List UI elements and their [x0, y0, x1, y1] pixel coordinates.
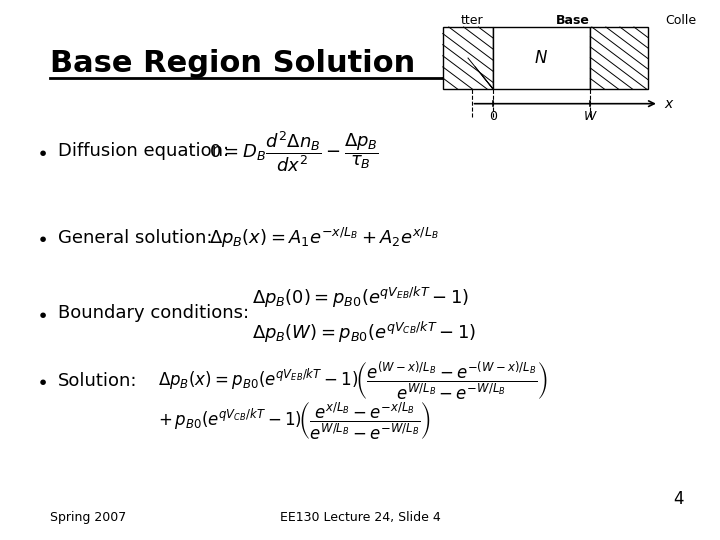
Text: $0$: $0$	[489, 110, 498, 123]
Text: Spring 2007: Spring 2007	[50, 511, 127, 524]
Bar	[493, 27, 590, 89]
Text: General solution:: General solution:	[58, 228, 212, 247]
Text: Diffusion equation:: Diffusion equation:	[58, 142, 229, 160]
Text: $\Delta p_B(0) = p_{B0}(e^{qV_{EB}/kT} - 1)$: $\Delta p_B(0) = p_{B0}(e^{qV_{EB}/kT} -…	[252, 285, 469, 309]
Text: $\bullet$: $\bullet$	[36, 303, 47, 323]
Text: $\Delta p_B(x) = p_{B0}(e^{qV_{EB}/kT} - 1)\!\left(\dfrac{e^{(W-x)/L_B} - e^{-(W: $\Delta p_B(x) = p_{B0}(e^{qV_{EB}/kT} -…	[158, 360, 549, 402]
Text: $W$: $W$	[583, 110, 598, 123]
Text: EE130 Lecture 24, Slide 4: EE130 Lecture 24, Slide 4	[279, 511, 441, 524]
Text: $\Delta p_B(W) = p_{B0}(e^{qV_{CB}/kT} - 1)$: $\Delta p_B(W) = p_{B0}(e^{qV_{CB}/kT} -…	[252, 320, 476, 345]
Text: $x$: $x$	[664, 97, 675, 111]
Text: Colle: Colle	[665, 14, 696, 26]
Text: Boundary conditions:: Boundary conditions:	[58, 304, 248, 322]
Text: $+ \, p_{B0}(e^{qV_{CB}/kT} - 1)\!\left(\dfrac{e^{x/L_B} - e^{-x/L_B}}{e^{W/L_B}: $+ \, p_{B0}(e^{qV_{CB}/kT} - 1)\!\left(…	[158, 401, 431, 442]
Text: $0 = D_B \dfrac{d^2\Delta n_B}{dx^2} - \dfrac{\Delta p_B}{\tau_B}$: $0 = D_B \dfrac{d^2\Delta n_B}{dx^2} - \…	[209, 129, 379, 174]
Text: $\bullet$: $\bullet$	[36, 141, 47, 161]
Text: $\Delta p_B(x) = A_1 e^{-x/L_B} + A_2 e^{x/L_B}$: $\Delta p_B(x) = A_1 e^{-x/L_B} + A_2 e^…	[209, 226, 438, 249]
Text: $N$: $N$	[534, 49, 549, 67]
Text: Solution:: Solution:	[58, 372, 137, 390]
Text: Base: Base	[555, 14, 590, 26]
Bar	[443, 27, 493, 89]
Text: 4: 4	[673, 490, 684, 508]
Text: $\bullet$: $\bullet$	[36, 228, 47, 247]
Text: tter: tter	[460, 14, 483, 26]
Bar	[590, 27, 648, 89]
Text: Base Region Solution: Base Region Solution	[50, 49, 415, 78]
Text: $\bullet$: $\bullet$	[36, 371, 47, 390]
